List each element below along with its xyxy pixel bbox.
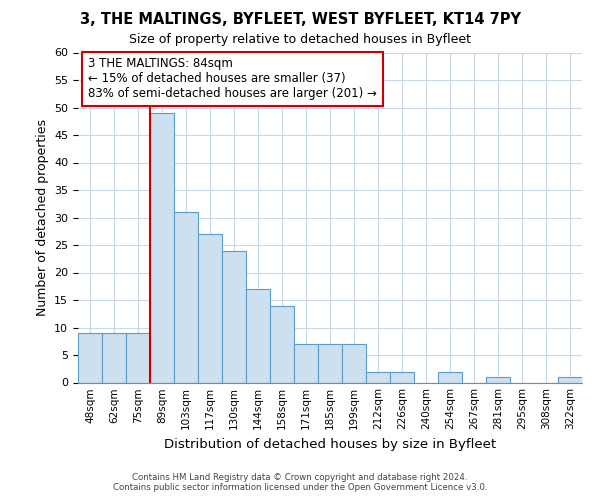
Text: 3 THE MALTINGS: 84sqm
← 15% of detached houses are smaller (37)
83% of semi-deta: 3 THE MALTINGS: 84sqm ← 15% of detached … [88,58,377,100]
Bar [342,344,366,383]
Bar [318,344,342,383]
Bar [486,377,510,382]
Bar [174,212,198,382]
Bar [294,344,318,383]
Bar [198,234,222,382]
Bar [558,377,582,382]
Bar [390,372,414,382]
Bar [150,113,174,382]
Bar [126,333,150,382]
Text: Contains HM Land Registry data © Crown copyright and database right 2024.
Contai: Contains HM Land Registry data © Crown c… [113,473,487,492]
Text: Size of property relative to detached houses in Byfleet: Size of property relative to detached ho… [129,32,471,46]
X-axis label: Distribution of detached houses by size in Byfleet: Distribution of detached houses by size … [164,438,496,451]
Bar [222,250,246,382]
Y-axis label: Number of detached properties: Number of detached properties [35,119,49,316]
Bar [270,306,294,382]
Bar [246,289,270,382]
Bar [78,333,102,382]
Bar [438,372,462,382]
Bar [366,372,390,382]
Bar [102,333,126,382]
Text: 3, THE MALTINGS, BYFLEET, WEST BYFLEET, KT14 7PY: 3, THE MALTINGS, BYFLEET, WEST BYFLEET, … [79,12,521,28]
